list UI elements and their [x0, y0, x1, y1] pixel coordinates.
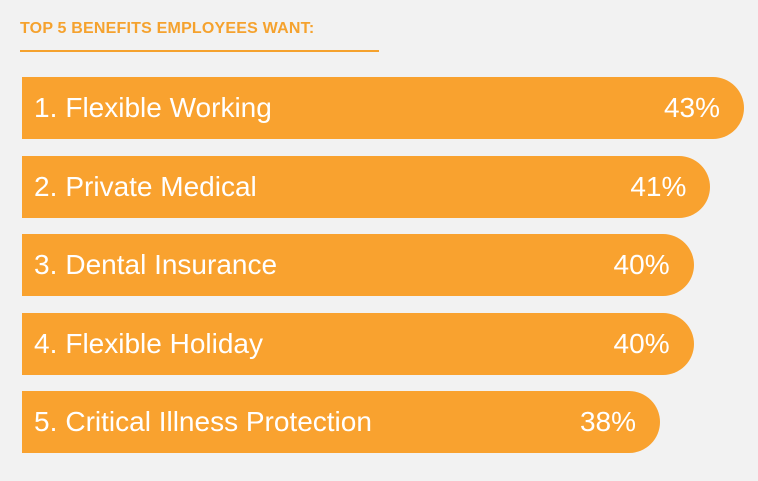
bar-value-label: 38% — [579, 406, 636, 437]
bar-rank: 5. — [34, 406, 58, 437]
bar-label: 1. Flexible Working — [34, 77, 272, 139]
bar-rank: 3. — [34, 249, 58, 280]
bar-category: Flexible Holiday — [65, 327, 263, 359]
bar-category: Critical Illness Protection — [65, 406, 372, 437]
bar-rank: 4. — [34, 327, 58, 359]
bar: 2. Private Medical 41% — [22, 155, 711, 218]
bar: 5. Critical Illness Protection 38% — [22, 391, 660, 453]
bar-rank: 2. — [34, 170, 58, 202]
bar-category: Private Medical — [65, 170, 257, 202]
bar-category: Flexible Working — [65, 92, 272, 123]
chart-title: TOP 5 BENEFITS EMPLOYEES WANT: — [20, 20, 315, 37]
bar-value-label: 40% — [613, 249, 670, 280]
bar-value-label: 40% — [613, 327, 670, 359]
bar-label: 4. Flexible Holiday — [34, 313, 263, 375]
bar-rank: 1. — [34, 92, 58, 123]
bar-value-label: 43% — [663, 92, 720, 123]
bar: 3. Dental Insurance 40% — [22, 234, 694, 296]
bar-category: Dental Insurance — [65, 249, 278, 280]
bar: 1. Flexible Working 43% — [22, 77, 744, 139]
bar-value-label: 41% — [630, 170, 687, 202]
bar: 4. Flexible Holiday 40% — [22, 312, 694, 375]
bar-label: 3. Dental Insurance — [34, 234, 277, 296]
title-underline — [20, 50, 379, 52]
bar-label: 5. Critical Illness Protection — [34, 391, 372, 453]
bar-label: 2. Private Medical — [34, 156, 257, 218]
